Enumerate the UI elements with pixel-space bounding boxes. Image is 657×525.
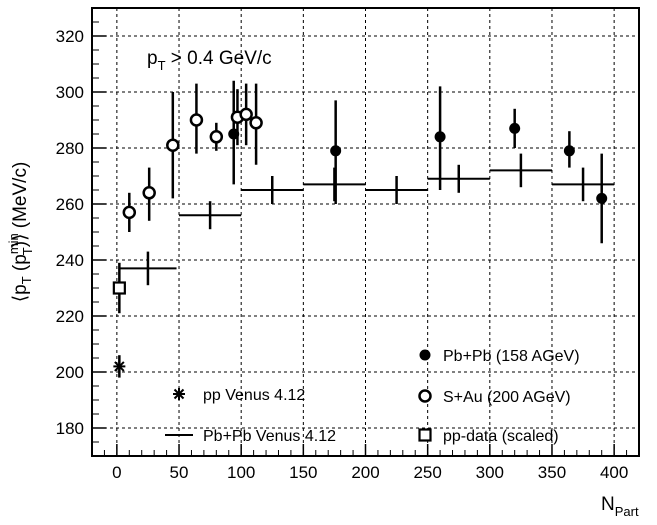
data-point [241,176,304,204]
x-tick-label: 400 [600,463,628,482]
data-point [434,86,446,190]
data-point [113,355,126,378]
x-tick-label: 250 [413,463,441,482]
y-tick-label: 240 [56,251,84,270]
y-tick-label: 220 [56,307,84,326]
x-tick-label: 0 [112,463,121,482]
marker [112,281,126,295]
marker [563,145,575,157]
legend-marker [173,388,185,400]
legend-marker [419,349,431,361]
y-tick-label: 320 [56,27,84,46]
legend: Pb+Pb (158 AGeV) S+Au (200 AGeV) pp-data (… [165,348,580,445]
x-tick-label: 350 [538,463,566,482]
data-point [563,131,575,168]
marker [330,145,342,157]
data-point [596,153,608,244]
data-point [239,83,253,146]
data-point [489,153,552,188]
marker [189,113,204,127]
data-point [209,122,224,151]
annotation-sub: T [158,58,166,73]
legend-item: pp-data (scaled) [418,428,559,445]
data-point [119,251,177,286]
x-tick-label: 100 [227,463,255,482]
legend-label: S+Au (200 AGeV) [443,389,571,406]
marker [239,107,253,122]
marker [122,205,137,220]
data-point [179,201,242,230]
x-tick-label: 150 [289,463,317,482]
legend-item: Pb+Pb Venus 4.12 [165,428,336,445]
legend-item: pp Venus 4.12 [173,387,305,404]
series-s-au-200-agev [122,83,263,232]
marker [596,192,608,204]
x-tick-label: 300 [476,463,504,482]
y-tick-label: 200 [56,363,84,382]
annotation-pt-cut: pT > 0.4 GeV/c [147,48,272,73]
legend-label: pp Venus 4.12 [203,387,305,404]
marker [113,360,126,373]
data-point [303,167,366,202]
y-tick-label: 180 [56,419,84,438]
legend-item: Pb+Pb (158 AGeV) [419,348,580,365]
legend-label: Pb+Pb Venus 4.12 [203,428,336,445]
data-point [551,167,615,202]
legend-marker [418,428,432,442]
data-point [112,262,126,314]
annotation-p: p [147,48,158,69]
legend-label: pp-data (scaled) [443,428,559,445]
legend-item: S+Au (200 AGeV) [418,389,571,406]
data-point [249,83,263,165]
marker [509,122,521,134]
data-point [509,108,521,148]
annotation-rest: > 0.4 GeV/c [166,48,272,69]
legend-marker [418,389,432,403]
y-axis-title: ⟨pT (pminT)⟩ (MeV/c) [6,162,35,303]
marker [434,131,446,143]
data-point [189,83,204,154]
series-pb-pb-158-agev [228,80,608,244]
axes: 0 50 100 150 200 250 300 350 400 180 200 220 240 260 2… [56,7,628,482]
x-tick-label: 50 [170,463,189,482]
series-layer [112,80,615,378]
x-tick-label: 200 [351,463,379,482]
y-tick-label: 280 [56,139,84,158]
data-point [122,192,137,232]
data-point [427,164,490,193]
marker [249,116,263,130]
grid [92,8,639,456]
y-tick-label: 260 [56,195,84,214]
series-pp-data-scaled [112,262,126,314]
marker [209,130,224,144]
data-point [142,167,156,221]
series-pb-pb-venus-4-12 [119,153,615,286]
data-point [166,92,180,199]
x-axis-title: NPart [601,494,639,519]
y-tick-label: 300 [56,83,84,102]
series-pp-venus-4-12 [113,355,126,378]
marker [142,186,156,200]
marker [166,138,180,152]
data-point [365,176,428,204]
legend-label: Pb+Pb (158 AGeV) [443,348,580,365]
